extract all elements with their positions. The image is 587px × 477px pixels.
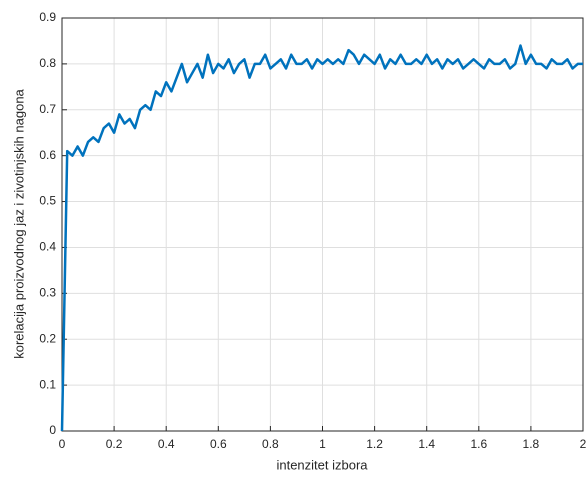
x-tick-label: 1.2 (366, 437, 383, 451)
x-tick-label: 1 (319, 437, 326, 451)
data-line (60, 44, 583, 432)
y-axis-label: korelacija proizvodnog jaz i zivotinjski… (11, 88, 26, 358)
x-tick-label: 0 (59, 437, 66, 451)
y-tick-label: 0.2 (39, 331, 56, 345)
x-tick-label: 1.8 (523, 437, 540, 451)
axes-box (61, 17, 584, 432)
x-tick-label: 1.4 (418, 437, 435, 451)
y-tick-label: 0.9 (39, 10, 56, 24)
y-tick-label: 0.1 (39, 377, 56, 391)
x-tick-label: 0.2 (106, 437, 123, 451)
y-tick-label: 0 (49, 423, 56, 437)
x-tick-label: 0.6 (210, 437, 227, 451)
y-tick-label: 0.6 (39, 148, 56, 162)
y-tick-label: 0.7 (39, 102, 56, 116)
y-tick-label: 0.8 (39, 56, 56, 70)
x-axis-label: intenzitet izbora (276, 457, 368, 472)
x-tick-label: 0.4 (158, 437, 175, 451)
y-tick-label: 0.3 (39, 286, 56, 300)
y-tick-label: 0.5 (39, 194, 56, 208)
y-tick-label: 0.4 (39, 240, 56, 254)
x-tick-label: 1.6 (470, 437, 487, 451)
x-tick-label: 0.8 (262, 437, 279, 451)
x-tick-label: 2 (580, 437, 587, 451)
